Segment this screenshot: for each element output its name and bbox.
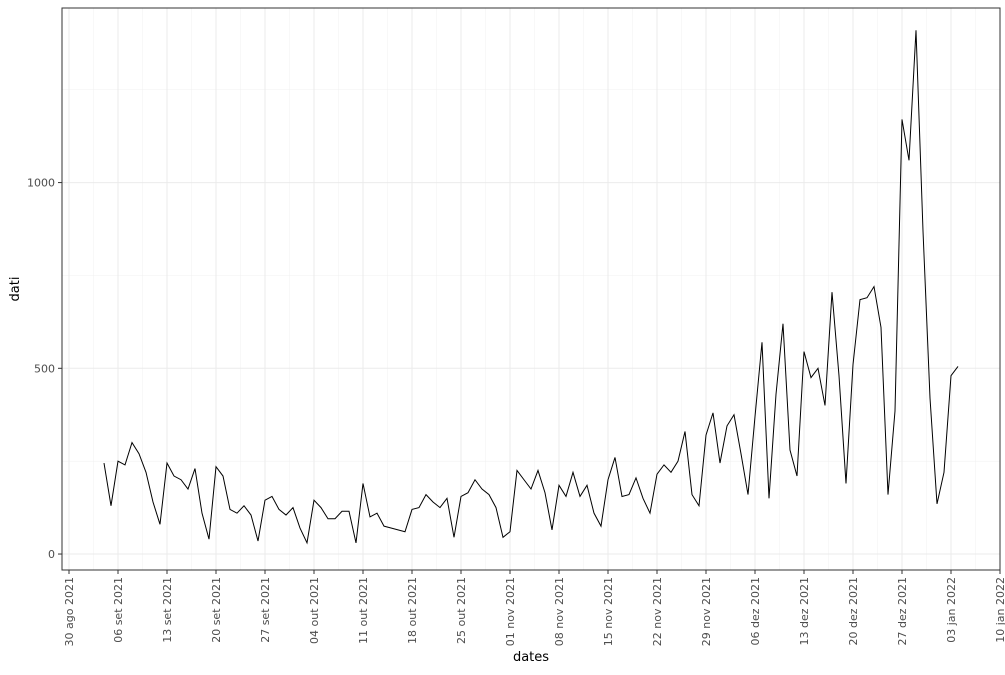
x-tick-label: 25 out 2021 (455, 577, 468, 644)
x-tick-label: 08 nov 2021 (553, 577, 566, 646)
y-tick-label: 500 (34, 362, 55, 375)
data-line (103, 30, 959, 545)
x-tick-label: 20 set 2021 (210, 577, 223, 643)
panel-border (61, 7, 1001, 571)
plot-area (103, 30, 959, 545)
y-tick-label: 0 (48, 548, 55, 561)
x-tick-label: 27 dez 2021 (896, 577, 909, 646)
x-tick-label: 18 out 2021 (406, 577, 419, 644)
x-tick-label: 11 out 2021 (357, 577, 370, 644)
x-tick-label: 15 nov 2021 (602, 577, 615, 646)
y-tick-label: 1000 (27, 177, 55, 190)
x-tick-label: 13 set 2021 (161, 577, 174, 643)
x-tick-label: 22 nov 2021 (651, 577, 664, 646)
x-tick-label: 27 set 2021 (259, 577, 272, 643)
x-tick-label: 29 nov 2021 (700, 577, 713, 646)
x-tick-label: 06 dez 2021 (749, 577, 762, 646)
grid (62, 8, 1001, 570)
x-axis-title: dates (513, 650, 549, 665)
x-tick-label: 01 nov 2021 (504, 577, 517, 646)
y-axis-title: dati (8, 277, 23, 302)
x-tick-label: 30 ago 2021 (63, 577, 76, 646)
axis-labels: 0 500 1000 30 ago 2021 06 set 2021 13 set 202… (27, 177, 1005, 647)
x-tick-label: 13 dez 2021 (798, 577, 811, 646)
x-tick-label: 10 jan 2022 (994, 577, 1005, 643)
x-tick-label: 04 out 2021 (308, 577, 321, 644)
x-tick-label: 03 jan 2022 (945, 577, 958, 643)
x-tick-label: 06 set 2021 (112, 577, 125, 643)
x-tick-label: 20 dez 2021 (847, 577, 860, 646)
